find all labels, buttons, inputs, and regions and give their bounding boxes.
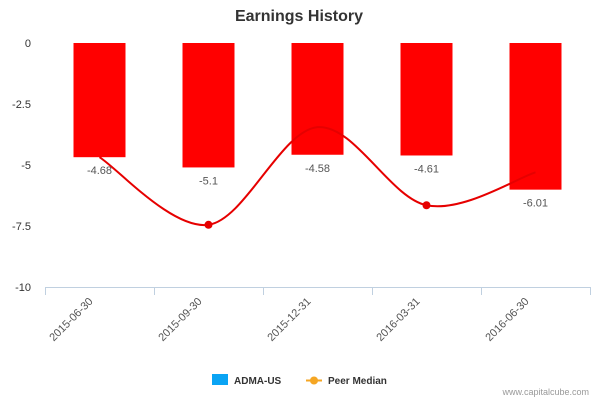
x-tick-label: 2016-06-30 [483, 296, 531, 344]
data-label: -4.61 [414, 163, 439, 175]
data-labels: -4.68 -5.1 -4.58 -4.61 -6.01 [87, 163, 548, 210]
y-tick-label: -7.5 [12, 221, 31, 233]
peer-median-line [98, 126, 536, 226]
legend-marker-peer [310, 376, 318, 385]
legend-label-peer: Peer Median [328, 376, 387, 387]
y-axis-ticks: 0 -2.5 -5 -7.5 -10 [12, 38, 31, 294]
credit-text: www.capitalcube.com [501, 387, 589, 397]
x-tick-label: 2016-03-31 [374, 296, 422, 344]
x-tick-label: 2015-09-30 [156, 296, 204, 344]
y-tick-label: -5 [21, 160, 31, 172]
data-label: -4.68 [87, 165, 112, 177]
bar-series [73, 43, 562, 190]
peer-median-marker [422, 201, 431, 210]
legend-swatch-adma [212, 374, 228, 385]
chart-title: Earnings History [235, 8, 363, 25]
legend-label-adma: ADMA-US [234, 376, 282, 387]
bar [509, 43, 562, 190]
bar [291, 43, 344, 155]
y-tick-label: -2.5 [12, 99, 31, 111]
data-label: -4.58 [305, 163, 330, 175]
x-tick-label: 2015-06-30 [47, 296, 95, 344]
data-label: -6.01 [523, 198, 548, 210]
x-axis: 2015-06-30 2015-09-30 2015-12-31 2016-03-31… [45, 287, 591, 344]
y-tick-label: 0 [25, 38, 31, 50]
bar [400, 43, 453, 156]
bar [73, 43, 126, 158]
peer-median-marker [204, 220, 213, 229]
y-tick-label: -10 [15, 282, 31, 294]
peer-median-series [98, 126, 536, 229]
data-label: -5.1 [199, 175, 218, 187]
legend: ADMA-US Peer Median [212, 374, 387, 387]
x-tick-label: 2015-12-31 [265, 296, 313, 344]
bar [182, 43, 235, 168]
